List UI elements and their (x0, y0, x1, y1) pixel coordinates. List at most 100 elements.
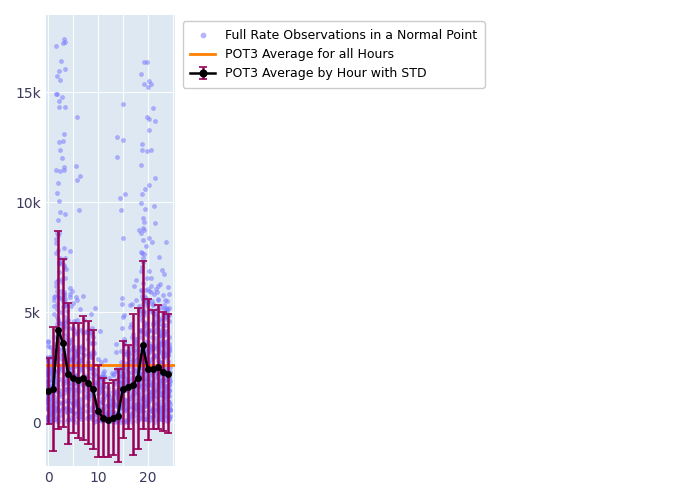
Full Rate Observations in a Normal Point (92, 390, 104, 398)
Full Rate Observations in a Normal Point (43, 376, 54, 384)
Full Rate Observations in a Normal Point (133, 226, 144, 234)
Full Rate Observations in a Normal Point (48, 408, 59, 416)
Full Rate Observations in a Normal Point (69, 408, 80, 416)
Full Rate Observations in a Normal Point (73, 409, 84, 417)
Full Rate Observations in a Normal Point (159, 377, 170, 385)
Full Rate Observations in a Normal Point (46, 414, 57, 422)
Full Rate Observations in a Normal Point (134, 405, 146, 413)
Full Rate Observations in a Normal Point (137, 344, 148, 351)
Full Rate Observations in a Normal Point (155, 340, 167, 347)
Full Rate Observations in a Normal Point (161, 310, 172, 318)
Full Rate Observations in a Normal Point (132, 367, 144, 375)
Full Rate Observations in a Normal Point (47, 408, 58, 416)
Full Rate Observations in a Normal Point (147, 408, 158, 416)
Full Rate Observations in a Normal Point (119, 386, 130, 394)
Full Rate Observations in a Normal Point (127, 368, 138, 376)
Full Rate Observations in a Normal Point (75, 363, 86, 371)
Full Rate Observations in a Normal Point (148, 383, 159, 391)
Full Rate Observations in a Normal Point (154, 376, 165, 384)
Full Rate Observations in a Normal Point (148, 344, 159, 352)
Full Rate Observations in a Normal Point (55, 146, 66, 154)
Full Rate Observations in a Normal Point (55, 390, 66, 398)
Full Rate Observations in a Normal Point (64, 336, 75, 344)
Full Rate Observations in a Normal Point (132, 406, 144, 413)
Full Rate Observations in a Normal Point (130, 395, 141, 403)
Full Rate Observations in a Normal Point (64, 348, 75, 356)
Full Rate Observations in a Normal Point (138, 236, 149, 244)
Full Rate Observations in a Normal Point (140, 380, 151, 388)
Full Rate Observations in a Normal Point (72, 348, 83, 356)
Full Rate Observations in a Normal Point (93, 375, 104, 383)
Full Rate Observations in a Normal Point (142, 338, 153, 346)
Full Rate Observations in a Normal Point (153, 342, 164, 350)
Full Rate Observations in a Normal Point (106, 408, 118, 416)
Full Rate Observations in a Normal Point (56, 294, 67, 302)
Full Rate Observations in a Normal Point (146, 80, 157, 88)
Full Rate Observations in a Normal Point (107, 410, 118, 418)
Full Rate Observations in a Normal Point (110, 391, 121, 399)
Full Rate Observations in a Normal Point (52, 412, 63, 420)
Full Rate Observations in a Normal Point (85, 310, 97, 318)
Full Rate Observations in a Normal Point (113, 408, 125, 416)
Full Rate Observations in a Normal Point (136, 360, 148, 368)
Full Rate Observations in a Normal Point (48, 383, 60, 391)
Full Rate Observations in a Normal Point (67, 299, 78, 307)
Full Rate Observations in a Normal Point (83, 395, 94, 403)
Full Rate Observations in a Normal Point (116, 380, 127, 388)
Full Rate Observations in a Normal Point (46, 402, 57, 410)
Full Rate Observations in a Normal Point (145, 344, 156, 351)
Full Rate Observations in a Normal Point (46, 400, 57, 408)
Full Rate Observations in a Normal Point (155, 349, 167, 357)
Full Rate Observations in a Normal Point (163, 374, 174, 382)
Full Rate Observations in a Normal Point (109, 400, 120, 408)
Full Rate Observations in a Normal Point (111, 410, 122, 418)
Full Rate Observations in a Normal Point (77, 292, 88, 300)
Full Rate Observations in a Normal Point (134, 376, 145, 384)
Full Rate Observations in a Normal Point (148, 411, 159, 419)
Full Rate Observations in a Normal Point (136, 333, 147, 341)
Full Rate Observations in a Normal Point (52, 388, 64, 396)
Full Rate Observations in a Normal Point (64, 290, 76, 298)
Full Rate Observations in a Normal Point (152, 386, 163, 394)
Full Rate Observations in a Normal Point (99, 374, 110, 382)
Full Rate Observations in a Normal Point (66, 363, 78, 371)
Full Rate Observations in a Normal Point (121, 416, 132, 424)
Full Rate Observations in a Normal Point (78, 373, 89, 381)
Full Rate Observations in a Normal Point (148, 390, 160, 398)
Full Rate Observations in a Normal Point (153, 380, 164, 388)
Full Rate Observations in a Normal Point (52, 417, 63, 425)
Full Rate Observations in a Normal Point (66, 406, 77, 414)
Full Rate Observations in a Normal Point (135, 70, 146, 78)
Full Rate Observations in a Normal Point (96, 378, 107, 386)
Full Rate Observations in a Normal Point (164, 364, 176, 372)
Full Rate Observations in a Normal Point (63, 346, 74, 354)
Full Rate Observations in a Normal Point (157, 388, 168, 396)
Full Rate Observations in a Normal Point (41, 368, 52, 376)
Full Rate Observations in a Normal Point (136, 292, 148, 300)
Full Rate Observations in a Normal Point (62, 307, 73, 315)
Full Rate Observations in a Normal Point (116, 379, 127, 387)
Full Rate Observations in a Normal Point (71, 372, 83, 380)
Full Rate Observations in a Normal Point (67, 354, 78, 362)
Full Rate Observations in a Normal Point (127, 390, 138, 398)
Full Rate Observations in a Normal Point (69, 352, 80, 360)
Full Rate Observations in a Normal Point (91, 414, 102, 422)
Full Rate Observations in a Normal Point (102, 412, 113, 420)
Full Rate Observations in a Normal Point (87, 402, 98, 410)
Full Rate Observations in a Normal Point (100, 416, 111, 424)
Full Rate Observations in a Normal Point (127, 330, 139, 338)
Full Rate Observations in a Normal Point (43, 398, 54, 406)
Full Rate Observations in a Normal Point (138, 376, 149, 384)
Full Rate Observations in a Normal Point (118, 370, 130, 378)
Full Rate Observations in a Normal Point (164, 400, 176, 408)
Full Rate Observations in a Normal Point (113, 383, 125, 391)
Full Rate Observations in a Normal Point (134, 382, 145, 390)
Full Rate Observations in a Normal Point (164, 378, 176, 386)
Full Rate Observations in a Normal Point (153, 364, 164, 372)
Full Rate Observations in a Normal Point (52, 380, 63, 388)
Full Rate Observations in a Normal Point (117, 372, 128, 380)
Full Rate Observations in a Normal Point (111, 412, 122, 420)
Full Rate Observations in a Normal Point (137, 295, 148, 303)
Full Rate Observations in a Normal Point (158, 369, 169, 377)
Full Rate Observations in a Normal Point (119, 396, 130, 404)
